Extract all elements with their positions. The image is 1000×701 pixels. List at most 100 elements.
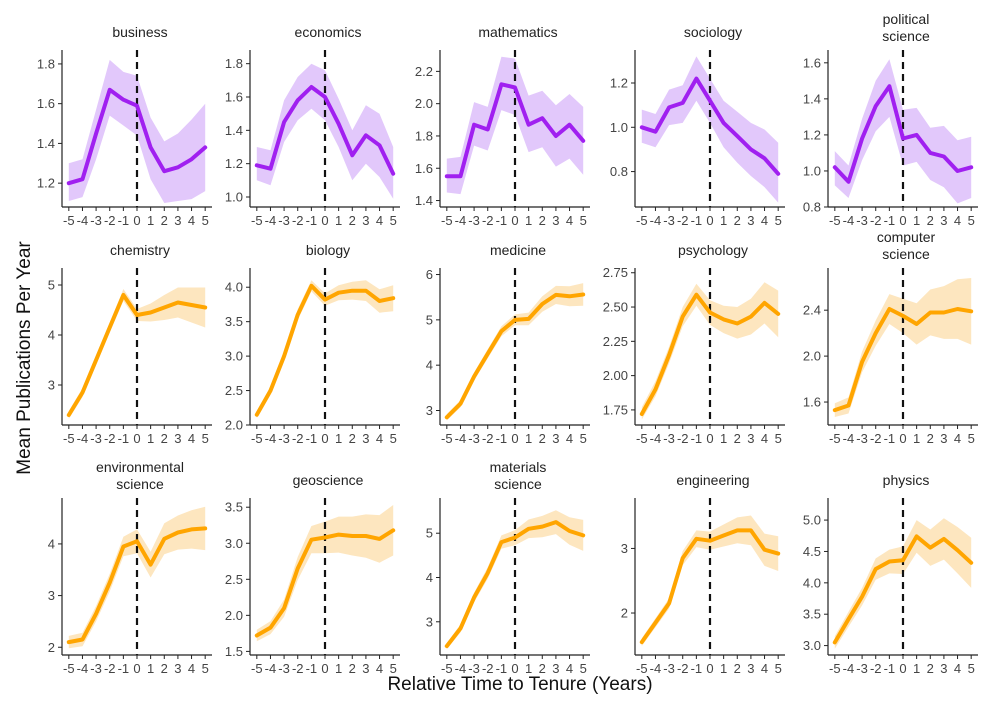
y-tick-label: 0.8 [610, 164, 628, 179]
panel-title: medicine [490, 242, 546, 258]
x-tick-label: 0 [511, 431, 518, 446]
x-tick-label: 5 [968, 661, 975, 676]
x-tick-label: -2 [482, 431, 494, 446]
x-tick-label: -5 [441, 213, 453, 228]
x-tick-label: -3 [468, 213, 480, 228]
panel-title: psychology [678, 242, 748, 258]
mean-line [832, 534, 974, 645]
x-tick-label: 4 [761, 213, 768, 228]
y-tick-label: 1.8 [225, 56, 243, 71]
x-tick-label: 2 [734, 213, 741, 228]
y-tick-label: 1.2 [225, 156, 243, 171]
x-tick-label: -3 [90, 431, 102, 446]
x-tick-label: 4 [566, 431, 573, 446]
x-tick-label: -3 [856, 431, 868, 446]
x-tick-label: -5 [829, 213, 841, 228]
y-tick-label: 1.8 [37, 56, 55, 71]
x-tick-label: -1 [118, 661, 130, 676]
y-tick-label: 2.50 [603, 300, 628, 315]
mean-line [254, 85, 396, 176]
y-axis-title: Mean Publications Per Year [14, 241, 35, 475]
x-tick-label: -4 [843, 661, 855, 676]
y-tick-label: 2.00 [603, 368, 628, 383]
x-tick-label: 5 [202, 431, 209, 446]
y-tick-label: 5 [48, 278, 55, 293]
x-tick-label: -3 [856, 661, 868, 676]
x-tick-label: 5 [202, 213, 209, 228]
y-tick-label: 3.0 [803, 638, 821, 653]
y-tick-label: 3 [621, 541, 628, 556]
x-tick-label: 4 [188, 431, 195, 446]
x-tick-label: -3 [278, 661, 290, 676]
panel-title: economics [295, 24, 362, 40]
x-tick-label: 3 [940, 431, 947, 446]
panel-title: political [883, 11, 930, 27]
x-tick-label: 2 [927, 431, 934, 446]
x-tick-label: 3 [747, 431, 754, 446]
y-tick-label: 4 [426, 358, 433, 373]
x-tick-label: 3 [552, 431, 559, 446]
mean-line [832, 84, 974, 184]
x-tick-label: -2 [677, 213, 689, 228]
confidence-band [834, 518, 972, 649]
y-tick-label: 4.5 [803, 544, 821, 559]
y-tick-label: 1.4 [803, 91, 821, 106]
confidence-band [68, 506, 206, 649]
y-tick-label: 0.8 [803, 200, 821, 215]
x-tick-label: -2 [482, 661, 494, 676]
x-tick-label: 4 [188, 661, 195, 676]
x-tick-label: 1 [913, 213, 920, 228]
panel-title: sociology [684, 24, 742, 40]
x-tick-label: 1 [525, 213, 532, 228]
mean-line [639, 292, 781, 416]
y-tick-label: 2.5 [225, 383, 243, 398]
x-tick-label: 2 [927, 213, 934, 228]
x-tick-label: 1 [147, 431, 154, 446]
x-tick-label: -3 [468, 431, 480, 446]
x-tick-label: -4 [265, 213, 277, 228]
panel-title: science [494, 476, 542, 492]
x-tick-label: 3 [174, 431, 181, 446]
x-tick-label: 0 [511, 213, 518, 228]
x-tick-label: -2 [292, 213, 304, 228]
x-tick-label: -5 [441, 431, 453, 446]
x-tick-label: 3 [940, 213, 947, 228]
y-tick-label: 1.6 [803, 395, 821, 410]
x-tick-label: 3 [747, 661, 754, 676]
x-tick-label: 5 [775, 213, 782, 228]
x-tick-label: 2 [349, 213, 356, 228]
x-tick-label: -1 [884, 213, 896, 228]
x-tick-label: 0 [321, 661, 328, 676]
x-tick-label: -4 [455, 213, 467, 228]
x-tick-label: 5 [580, 661, 587, 676]
x-tick-label: 4 [954, 661, 961, 676]
y-tick-label: 1.6 [803, 55, 821, 70]
x-tick-label: 5 [968, 213, 975, 228]
x-tick-label: -4 [650, 431, 662, 446]
y-tick-label: 1.8 [415, 128, 433, 143]
x-tick-label: -5 [63, 431, 75, 446]
x-tick-label: 0 [133, 661, 140, 676]
panel-title: science [882, 28, 930, 44]
panel-title: chemistry [110, 242, 170, 258]
x-tick-label: -5 [636, 431, 648, 446]
x-tick-label: -4 [265, 431, 277, 446]
x-tick-label: 5 [202, 661, 209, 676]
mean-line [66, 87, 208, 186]
x-tick-label: -5 [441, 661, 453, 676]
y-tick-label: 2.25 [603, 334, 628, 349]
x-tick-label: 1 [147, 661, 154, 676]
mean-line [444, 82, 586, 179]
x-tick-label: -5 [251, 661, 263, 676]
x-tick-label: -5 [251, 431, 263, 446]
x-tick-label: 0 [706, 661, 713, 676]
y-tick-label: 5.0 [803, 513, 821, 528]
x-tick-label: -2 [292, 661, 304, 676]
x-tick-label: 2 [161, 431, 168, 446]
panel-mathematics: mathematics 1.4 1.6 1.8 2.0 2.2 -5 -4 -3 -2 -1 0 1 2 3… [415, 24, 590, 228]
x-tick-label: 1 [335, 431, 342, 446]
x-tick-label: -2 [482, 213, 494, 228]
